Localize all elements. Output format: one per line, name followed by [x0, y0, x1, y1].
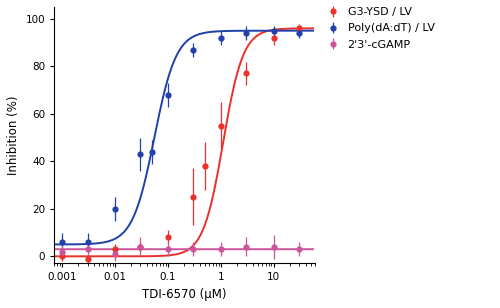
Y-axis label: Inhibition (%): Inhibition (%) [7, 95, 20, 175]
X-axis label: TDI-6570 (μM): TDI-6570 (μM) [142, 288, 227, 301]
Legend: G3-YSD / LV, Poly(dA:dT) / LV, 2'3'-cGAMP: G3-YSD / LV, Poly(dA:dT) / LV, 2'3'-cGAM… [323, 7, 434, 50]
